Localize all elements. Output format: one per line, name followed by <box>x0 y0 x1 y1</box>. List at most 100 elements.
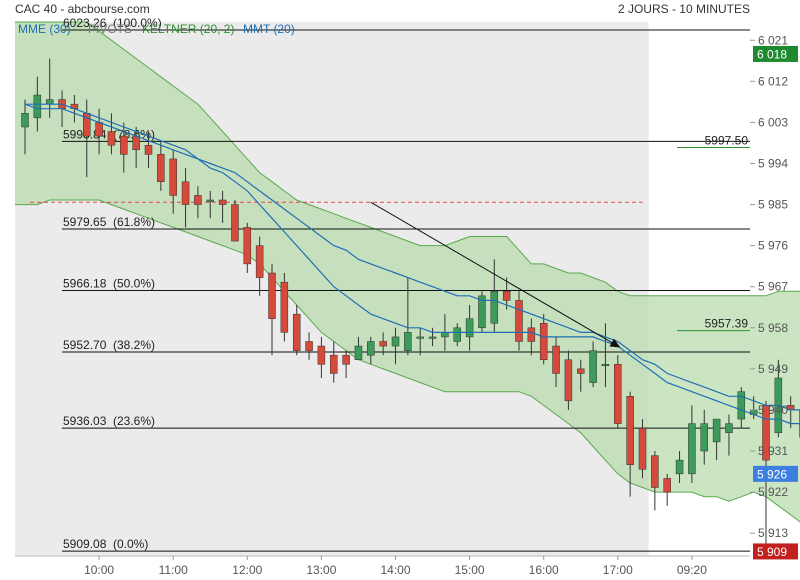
x-tick-label: 12:00 <box>232 563 262 577</box>
candle-down <box>243 227 252 265</box>
candle-down <box>144 144 153 155</box>
candle-down <box>663 478 671 493</box>
candle-up <box>206 199 214 202</box>
y-tick-label: 6 012 <box>758 74 788 88</box>
candle-up <box>688 423 696 475</box>
price-tag-label: 6 018 <box>757 47 787 61</box>
sma20-line <box>25 103 800 425</box>
candle-down <box>157 154 165 182</box>
candle-down <box>564 359 573 402</box>
y-axis: 6 021 6 012 6 003 5 994 5 985 5 976 5 967 5 958… <box>750 33 788 540</box>
candle-down <box>268 272 276 319</box>
keltner-upper-line <box>15 21 800 297</box>
trend-arrow-head <box>609 338 621 348</box>
candle-down <box>292 313 301 351</box>
candle-down <box>552 345 560 374</box>
candle-down <box>280 281 289 333</box>
candle-up <box>416 336 424 339</box>
x-axis: 10:00 11:00 12:00 13:00 14:00 15:00 16:00 17:00… <box>15 555 750 577</box>
candle-up <box>478 295 486 329</box>
x-tick-label: 16:00 <box>529 563 559 577</box>
candle-down <box>95 122 103 137</box>
fib-percent-label: (38.2%) <box>113 338 155 352</box>
candle-down <box>181 181 190 205</box>
x-tick-label: 14:00 <box>380 563 410 577</box>
x-tick-label: 11:00 <box>159 563 188 577</box>
candle-up <box>45 99 54 105</box>
candle-up <box>441 332 449 338</box>
keltner-fill <box>15 22 800 522</box>
candle-up <box>490 291 499 324</box>
candle-down <box>231 204 239 242</box>
candle-up <box>601 364 610 367</box>
fib-value-label: 5936.03 <box>63 414 107 428</box>
keltner-band <box>15 21 800 523</box>
price-tag-high <box>753 45 798 62</box>
candle-up <box>725 423 733 434</box>
candle-down <box>626 396 634 465</box>
candle-down <box>502 291 511 301</box>
candles <box>21 58 800 547</box>
fib-value-label: 5909.08 <box>63 537 107 551</box>
chart-period: 2 JOURS - 10 MINUTES <box>618 2 750 16</box>
y-tick-label: 5 994 <box>758 156 788 170</box>
candle-down <box>342 354 350 365</box>
x-tick-label: 09:20 <box>677 563 707 577</box>
moving-averages <box>24 103 800 425</box>
price-tag-label: 5 909 <box>757 545 787 559</box>
legend-pivots[interactable]: PIVOTS <box>88 22 132 36</box>
fib-value-label: 5966.18 <box>63 276 107 290</box>
candle-down <box>317 345 326 365</box>
candle-down <box>539 322 548 360</box>
trend-arrow <box>370 201 621 348</box>
y-tick-label: 5 922 <box>758 485 788 499</box>
y-tick-label: 5 958 <box>758 321 788 335</box>
price-tag-last <box>753 465 798 482</box>
fib-percent-label: (50.0%) <box>113 276 155 290</box>
fib-value-label: 5952.70 <box>63 338 107 352</box>
y-tick-label: 5 985 <box>758 198 788 212</box>
legend-keltner[interactable]: KELTNER (20, 2) <box>142 22 234 36</box>
chart-title: CAC 40 - abcbourse.com <box>15 2 150 16</box>
candle-up <box>465 318 474 338</box>
x-tick-label: 17:00 <box>603 563 633 577</box>
candle-up <box>391 336 400 347</box>
price-tag-low <box>753 543 798 560</box>
legend-mme[interactable]: MME (30) <box>18 22 71 36</box>
price-tag-label: 5 926 <box>757 467 787 481</box>
candle-up <box>404 332 412 351</box>
candle-down <box>651 455 659 488</box>
y-tick-label: 5 976 <box>758 239 788 253</box>
trend-arrow-line <box>370 201 619 347</box>
candle-up <box>675 459 684 475</box>
candle-down <box>169 158 177 196</box>
candle-down <box>305 341 313 351</box>
fib-percent-label: (61.8%) <box>113 215 155 229</box>
candle-down <box>527 327 536 342</box>
candle-up <box>354 345 363 360</box>
marker-label: 5957.39 <box>705 317 749 331</box>
fibonacci-levels: 6023.26(100.0%)5998.84(78.6%)5979.65(61.… <box>62 16 750 552</box>
y-tick-label: 5 940 <box>758 403 788 417</box>
candle-down <box>107 131 116 146</box>
price-tags: 6 018 5 926 5 909 <box>753 45 798 560</box>
candle-down <box>330 354 338 374</box>
legend-mmt[interactable]: MMT (20) <box>243 22 295 36</box>
candle-down <box>638 427 647 470</box>
candle-up <box>453 327 461 342</box>
fib-percent-label: (23.6%) <box>113 414 155 428</box>
candle-up <box>367 341 375 356</box>
candle-down <box>255 245 264 278</box>
candle-down <box>194 195 202 205</box>
candle-down <box>515 300 523 342</box>
candle-up <box>21 113 29 128</box>
candle-up <box>589 350 597 383</box>
candle-up <box>712 418 721 443</box>
fib-value-label: 6023.26 <box>63 16 107 30</box>
fib-percent-label: (0.0%) <box>113 537 148 551</box>
x-tick-label: 10:00 <box>84 563 114 577</box>
candle-down <box>132 135 140 151</box>
candle-up <box>33 94 42 119</box>
y-tick-label: 5 931 <box>758 444 788 458</box>
